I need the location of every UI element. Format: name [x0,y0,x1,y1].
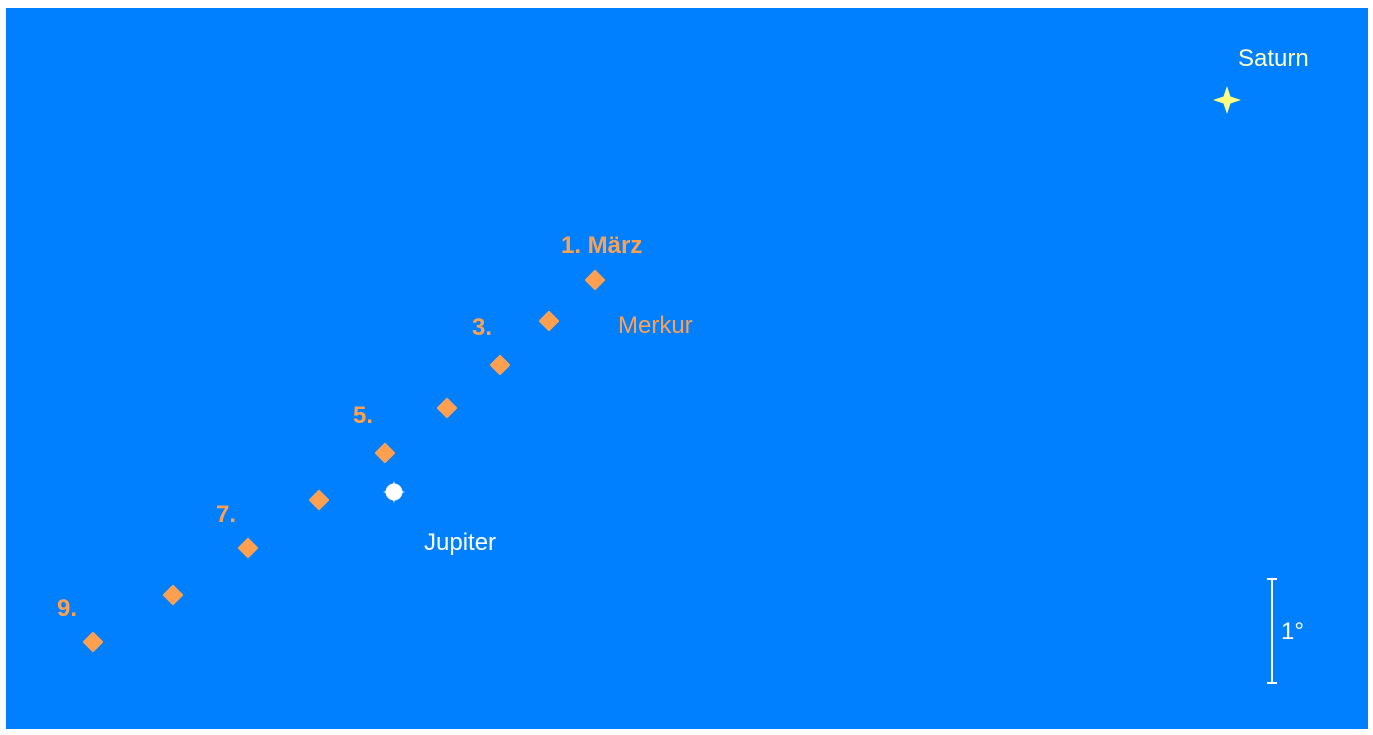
saturn-icon [1213,86,1241,114]
mercury-position-marker-day-4 [437,398,457,418]
date-label-9: 9. [57,595,77,622]
mercury-track [83,270,605,652]
mercury-position-marker-day-3 [490,355,510,375]
scale-bar [1267,578,1277,684]
mercury-position-marker-day-5 [375,443,395,463]
sky-canvas: 1. März 3. 5. 7. 9. Merkur Jupiter Satur… [57,45,1309,684]
date-label-7: 7. [216,501,236,528]
mercury-date-labels: 1. März 3. 5. 7. 9. [57,232,642,622]
mercury-position-marker-day-9 [83,632,103,652]
mercury-position-marker-day-7 [238,538,258,558]
mercury-position-marker-day-2 [539,311,559,331]
mercury-position-marker-day-6 [309,490,329,510]
mercury-position-marker-day-8 [163,585,183,605]
sky-chart: 1. März 3. 5. 7. 9. Merkur Jupiter Satur… [6,8,1368,729]
jupiter-label: Jupiter [424,529,496,556]
mercury-position-marker-day-1 [585,270,605,290]
date-label-5: 5. [353,402,373,429]
jupiter-icon [383,481,405,503]
date-label-1: 1. März [561,232,642,259]
scale-label: 1° [1281,618,1304,645]
mercury-label: Merkur [618,312,693,339]
date-label-3: 3. [472,314,492,341]
saturn-label: Saturn [1238,45,1309,72]
